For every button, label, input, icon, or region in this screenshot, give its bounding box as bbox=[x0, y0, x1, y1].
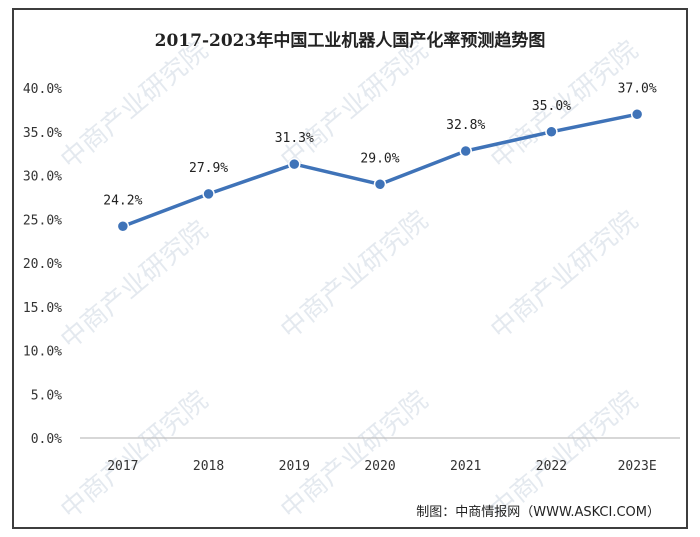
data-label: 32.8% bbox=[446, 118, 485, 133]
y-tick-label: 5.0% bbox=[31, 388, 62, 403]
data-point bbox=[459, 144, 472, 158]
watermark-text: 中商产业研究院 bbox=[485, 205, 644, 345]
data-label: 35.0% bbox=[532, 99, 571, 114]
data-label: 37.0% bbox=[618, 81, 657, 96]
x-tick-label: 2019 bbox=[279, 459, 310, 474]
x-axis-ticks: 2017 2018 2019 2020 2021 2022 2023E bbox=[107, 459, 657, 474]
x-tick-label: 2020 bbox=[364, 459, 395, 474]
x-tick-label: 2022 bbox=[536, 459, 567, 474]
x-tick-label: 2017 bbox=[107, 459, 138, 474]
watermark-text: 中商产业研究院 bbox=[55, 35, 214, 175]
watermark-text: 中商产业研究院 bbox=[275, 205, 434, 345]
y-axis-ticks: 0.0% 5.0% 10.0% 15.0% 20.0% 25.0% 30.0% 35.0% 40… bbox=[23, 82, 62, 447]
watermark-text: 中商产业研究院 bbox=[55, 385, 214, 525]
chart-title: 2017-2023年中国工业机器人国产化率预测趋势图 bbox=[155, 30, 546, 51]
x-tick-label: 2023E bbox=[618, 459, 657, 474]
source-note: 制图：中商情报网（WWW.ASKCI.COM） bbox=[416, 505, 660, 520]
data-label: 27.9% bbox=[189, 161, 228, 176]
y-tick-label: 10.0% bbox=[23, 345, 62, 360]
y-tick-label: 15.0% bbox=[23, 301, 62, 316]
data-point bbox=[630, 108, 644, 121]
watermark-text: 中商产业研究院 bbox=[275, 385, 434, 525]
x-tick-label: 2021 bbox=[450, 459, 481, 474]
watermark-text: 中商产业研究院 bbox=[275, 35, 434, 175]
y-tick-label: 40.0% bbox=[23, 82, 62, 97]
x-tick-label: 2018 bbox=[193, 459, 224, 474]
data-point bbox=[116, 220, 130, 233]
chart-frame bbox=[12, 8, 688, 529]
data-labels: 24.2% 27.9% 31.3% 29.0% 32.8% 35.0% 37.0% bbox=[103, 81, 657, 208]
data-point bbox=[373, 178, 387, 191]
data-point bbox=[288, 157, 301, 171]
data-point bbox=[545, 125, 558, 138]
data-label: 29.0% bbox=[360, 151, 399, 166]
y-tick-label: 25.0% bbox=[23, 213, 62, 228]
data-point bbox=[202, 187, 215, 201]
data-points bbox=[116, 108, 644, 233]
y-tick-label: 20.0% bbox=[23, 257, 62, 272]
y-tick-label: 0.0% bbox=[31, 432, 62, 447]
watermark-text: 中商产业研究院 bbox=[55, 215, 214, 355]
data-label: 31.3% bbox=[275, 131, 314, 146]
y-tick-label: 30.0% bbox=[23, 170, 62, 185]
y-tick-label: 35.0% bbox=[23, 126, 62, 141]
data-label: 24.2% bbox=[103, 193, 142, 208]
